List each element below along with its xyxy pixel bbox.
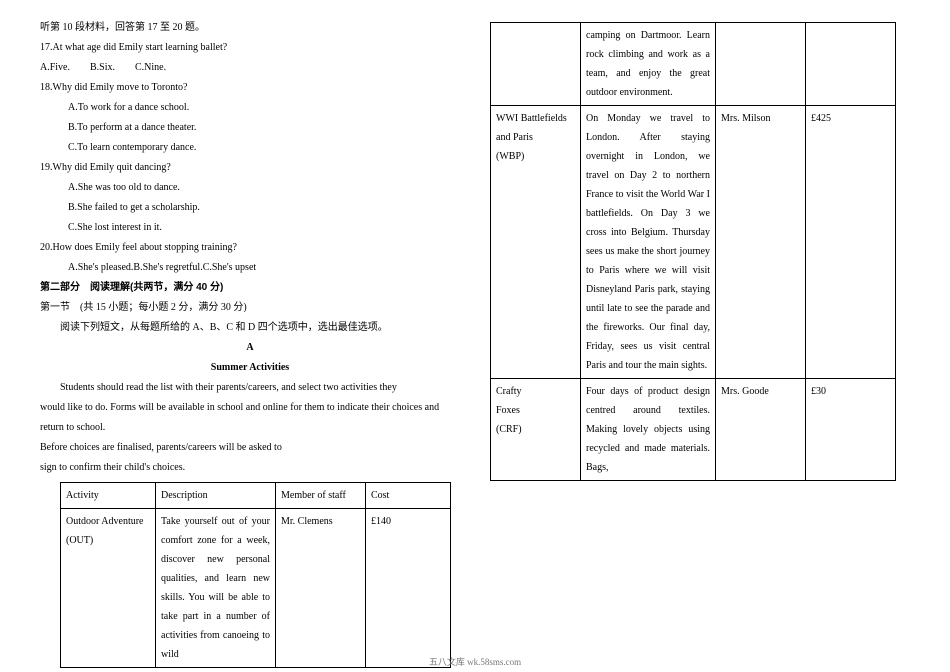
- q19-b: B.She failed to get a scholarship.: [40, 198, 460, 218]
- reading-instruction: 阅读下列短文，从每题所给的 A、B、C 和 D 四个选项中，选出最佳选项。: [40, 318, 460, 338]
- table-row: Outdoor Adventure (OUT) Take yourself ou…: [61, 509, 451, 668]
- passage-title: Summer Activities: [40, 358, 460, 378]
- activities-table-right: camping on Dartmoor. Learn rock climbing…: [490, 22, 896, 481]
- cell-description: Four days of product design centred arou…: [581, 379, 716, 481]
- q19-a: A.She was too old to dance.: [40, 178, 460, 198]
- th-activity: Activity: [61, 483, 156, 509]
- table-header-row: Activity Description Member of staff Cos…: [61, 483, 451, 509]
- left-column: 听第 10 段材料，回答第 17 至 20 题。 17.At what age …: [40, 18, 460, 668]
- cell-activity: [491, 23, 581, 106]
- activity-code: (OUT): [66, 535, 93, 546]
- passage-para-2: would like to do. Forms will be availabl…: [40, 398, 460, 438]
- th-staff: Member of staff: [276, 483, 366, 509]
- listening-header: 听第 10 段材料，回答第 17 至 20 题。: [40, 18, 460, 38]
- cell-activity: Crafty Foxes (CRF): [491, 379, 581, 481]
- passage-para-1: Students should read the list with their…: [40, 378, 460, 398]
- q18-b: B.To perform at a dance theater.: [40, 118, 460, 138]
- cell-description: On Monday we travel to London. After sta…: [581, 106, 716, 379]
- cell-description-cont: camping on Dartmoor. Learn rock climbing…: [581, 23, 716, 106]
- passage-a-label: A: [40, 338, 460, 358]
- activity-name: Outdoor Adventure: [66, 516, 144, 527]
- th-description: Description: [156, 483, 276, 509]
- footer-text: 五八文库 wk.58sms.com: [0, 655, 950, 668]
- activity-name-2: Foxes: [496, 405, 520, 416]
- q18: 18.Why did Emily move to Toronto?: [40, 78, 460, 98]
- activity-name-2: and Paris: [496, 132, 533, 143]
- q20-options: A.She's pleased.B.She's regretful.C.She'…: [40, 258, 460, 278]
- activity-code: (CRF): [496, 424, 522, 435]
- q19: 19.Why did Emily quit dancing?: [40, 158, 460, 178]
- cell-cost: £140: [366, 509, 451, 668]
- q18-a: A.To work for a dance school.: [40, 98, 460, 118]
- passage-para-4: sign to confirm their child's choices.: [40, 458, 460, 478]
- cell-staff: [716, 23, 806, 106]
- cell-cost: £30: [806, 379, 896, 481]
- passage-para-3: Before choices are finalised, parents/ca…: [40, 438, 460, 458]
- activities-table-left: Activity Description Member of staff Cos…: [60, 482, 451, 668]
- section-2-header: 第二部分 阅读理解(共两节，满分 40 分): [40, 278, 460, 298]
- q18-c: C.To learn contemporary dance.: [40, 138, 460, 158]
- cell-staff: Mrs. Goode: [716, 379, 806, 481]
- th-cost: Cost: [366, 483, 451, 509]
- activity-name: Crafty: [496, 386, 522, 397]
- activity-name: WWI Battlefields: [496, 113, 567, 124]
- table-row: camping on Dartmoor. Learn rock climbing…: [491, 23, 896, 106]
- cell-activity: WWI Battlefields and Paris (WBP): [491, 106, 581, 379]
- table-row: Crafty Foxes (CRF) Four days of product …: [491, 379, 896, 481]
- cell-cost: [806, 23, 896, 106]
- cell-staff: Mrs. Milson: [716, 106, 806, 379]
- cell-description: Take yourself out of your comfort zone f…: [156, 509, 276, 668]
- q20: 20.How does Emily feel about stopping tr…: [40, 238, 460, 258]
- q17-options: A.Five. B.Six. C.Nine.: [40, 58, 460, 78]
- cell-cost: £425: [806, 106, 896, 379]
- table-row: WWI Battlefields and Paris (WBP) On Mond…: [491, 106, 896, 379]
- activity-code: (WBP): [496, 151, 524, 162]
- q17: 17.At what age did Emily start learning …: [40, 38, 460, 58]
- cell-activity: Outdoor Adventure (OUT): [61, 509, 156, 668]
- subsection-header: 第一节 (共 15 小题；每小题 2 分，满分 30 分): [40, 298, 460, 318]
- q19-c: C.She lost interest in it.: [40, 218, 460, 238]
- cell-staff: Mr. Clemens: [276, 509, 366, 668]
- right-column: camping on Dartmoor. Learn rock climbing…: [490, 18, 910, 668]
